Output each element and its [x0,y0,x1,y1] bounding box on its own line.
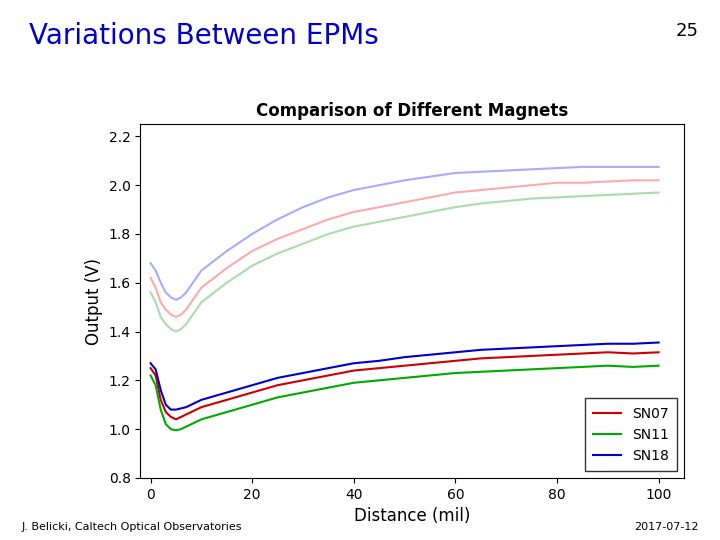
SN07 [629,350,637,357]
SN11 [451,370,459,376]
SN11 [324,384,333,391]
SN11 [146,372,155,379]
SN18 [502,346,510,352]
SN18 [603,341,612,347]
SN07 [192,407,201,413]
SN18 [166,407,175,413]
SN18 [578,342,587,348]
SN07 [324,372,333,379]
SN11 [299,389,307,396]
SN11 [603,362,612,369]
SN07 [451,357,459,364]
SN11 [527,366,536,373]
SN18 [349,360,358,367]
SN18 [274,375,282,381]
SN07 [151,372,160,379]
SN07 [176,414,185,420]
SN11 [654,362,663,369]
SN11 [222,409,231,415]
SN18 [248,382,256,388]
SN07 [146,365,155,372]
Line: SN07: SN07 [150,352,659,420]
SN11 [629,363,637,370]
SN07 [166,414,175,420]
SN18 [187,401,196,408]
SN11 [187,421,196,428]
SN11 [553,365,562,372]
SN07 [349,367,358,374]
Line: SN11: SN11 [150,366,659,430]
SN07 [182,411,191,418]
SN18 [176,405,185,411]
SN18 [197,396,206,403]
SN11 [176,426,185,433]
SN11 [166,426,175,433]
SN18 [151,366,160,373]
SN07 [426,360,434,367]
SN18 [299,370,307,376]
SN11 [502,367,510,374]
SN11 [161,421,170,428]
Title: Comparison of Different Magnets: Comparison of Different Magnets [256,102,568,120]
SN18 [426,352,434,358]
SN18 [171,407,180,413]
SN18 [156,387,165,393]
SN18 [375,357,384,364]
SN11 [197,416,206,423]
SN18 [400,354,409,360]
SN18 [146,360,155,367]
SN11 [426,372,434,379]
SN07 [578,350,587,357]
SN07 [299,377,307,383]
SN18 [477,347,485,353]
SN07 [375,365,384,372]
SN11 [349,380,358,386]
SN11 [192,418,201,425]
SN11 [375,377,384,383]
SN11 [151,382,160,388]
SN07 [477,355,485,362]
SN07 [654,349,663,355]
SN07 [527,353,536,359]
SN11 [156,407,165,413]
SN11 [171,427,180,434]
SN18 [654,339,663,346]
SN07 [248,389,256,396]
Line: SN18: SN18 [150,342,659,410]
X-axis label: Distance (mil): Distance (mil) [354,507,470,525]
Y-axis label: Output (V): Output (V) [85,258,103,345]
SN07 [553,352,562,358]
SN07 [171,416,180,423]
SN11 [400,375,409,381]
SN18 [324,365,333,372]
SN07 [156,396,165,403]
SN18 [182,404,191,410]
SN07 [502,354,510,360]
SN11 [578,363,587,370]
SN07 [187,409,196,415]
SN07 [161,409,170,415]
SN07 [603,349,612,355]
SN11 [248,401,256,408]
Legend: SN07, SN11, SN18: SN07, SN11, SN18 [585,399,677,471]
SN18 [527,344,536,350]
Text: J. Belicki, Caltech Optical Observatories: J. Belicki, Caltech Optical Observatorie… [22,522,242,532]
Text: Variations Between EPMs: Variations Between EPMs [29,22,379,50]
SN18 [192,399,201,406]
SN07 [400,362,409,369]
SN11 [182,423,191,430]
SN18 [629,341,637,347]
Text: 2017-07-12: 2017-07-12 [634,522,698,532]
SN18 [222,389,231,396]
SN18 [451,349,459,355]
SN11 [477,368,485,375]
SN18 [161,401,170,408]
SN11 [274,394,282,401]
SN07 [274,382,282,388]
SN07 [197,404,206,410]
Text: 25: 25 [675,22,698,39]
SN07 [222,396,231,403]
SN18 [553,343,562,349]
